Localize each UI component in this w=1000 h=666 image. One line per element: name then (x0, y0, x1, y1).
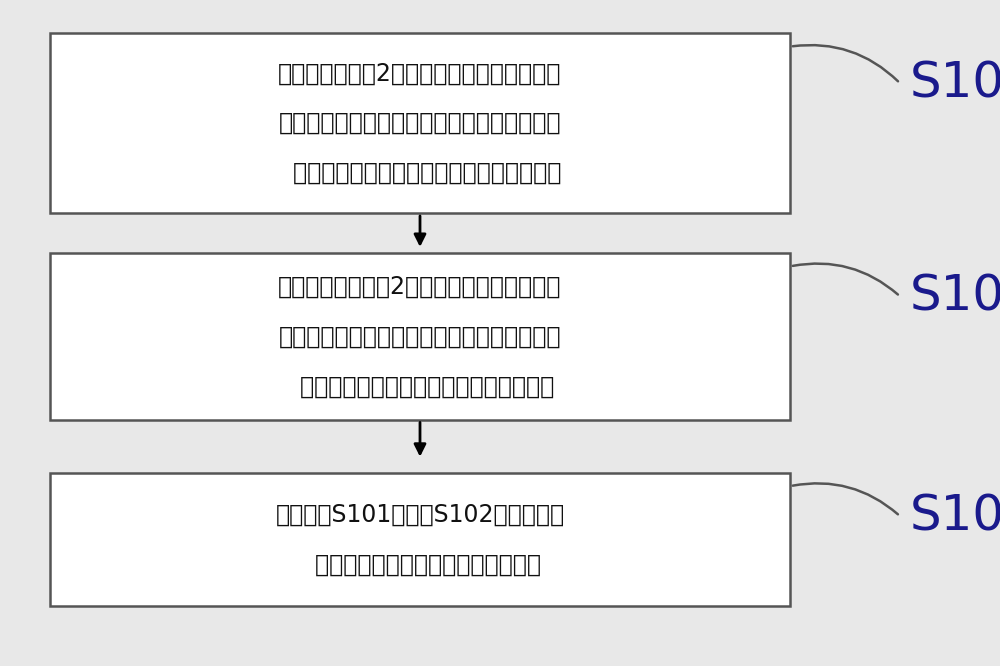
FancyArrowPatch shape (793, 264, 898, 294)
Text: S101: S101 (910, 59, 1000, 107)
Text: S102: S102 (910, 272, 1000, 320)
Bar (50, 33, 790, 213)
Text: 道的切换选择，构成支测试回路，通过低电阻: 道的切换选择，构成支测试回路，通过低电阻 (279, 324, 561, 348)
Text: S103: S103 (910, 492, 1000, 540)
FancyArrowPatch shape (793, 484, 898, 514)
Bar (50, 253, 790, 420)
Text: 值计算出所述导电滑环的接触电阻值: 值计算出所述导电滑环的接触电阻值 (300, 552, 540, 577)
Text: 自动控制设备控制2个连通继电器进行测试通: 自动控制设备控制2个连通继电器进行测试通 (278, 274, 562, 298)
Text: 测试仪测试所构成的支测试回路的电阻值: 测试仪测试所构成的支测试回路的电阻值 (285, 374, 555, 398)
Text: 动控制设备控制2个连通的继电器进行测试通: 动控制设备控制2个连通的继电器进行测试通 (278, 61, 562, 85)
Text: 道的切换选择，构成总测试回路，通过低电阻: 道的切换选择，构成总测试回路，通过低电阻 (279, 111, 561, 135)
FancyArrowPatch shape (793, 45, 898, 81)
Bar (50, 473, 790, 606)
Text: 根据步骤S101、步骤S102所得的电阻: 根据步骤S101、步骤S102所得的电阻 (275, 502, 565, 527)
Text: 测试仪测试所构成的总测试回路的总电阻值: 测试仪测试所构成的总测试回路的总电阻值 (278, 161, 562, 185)
